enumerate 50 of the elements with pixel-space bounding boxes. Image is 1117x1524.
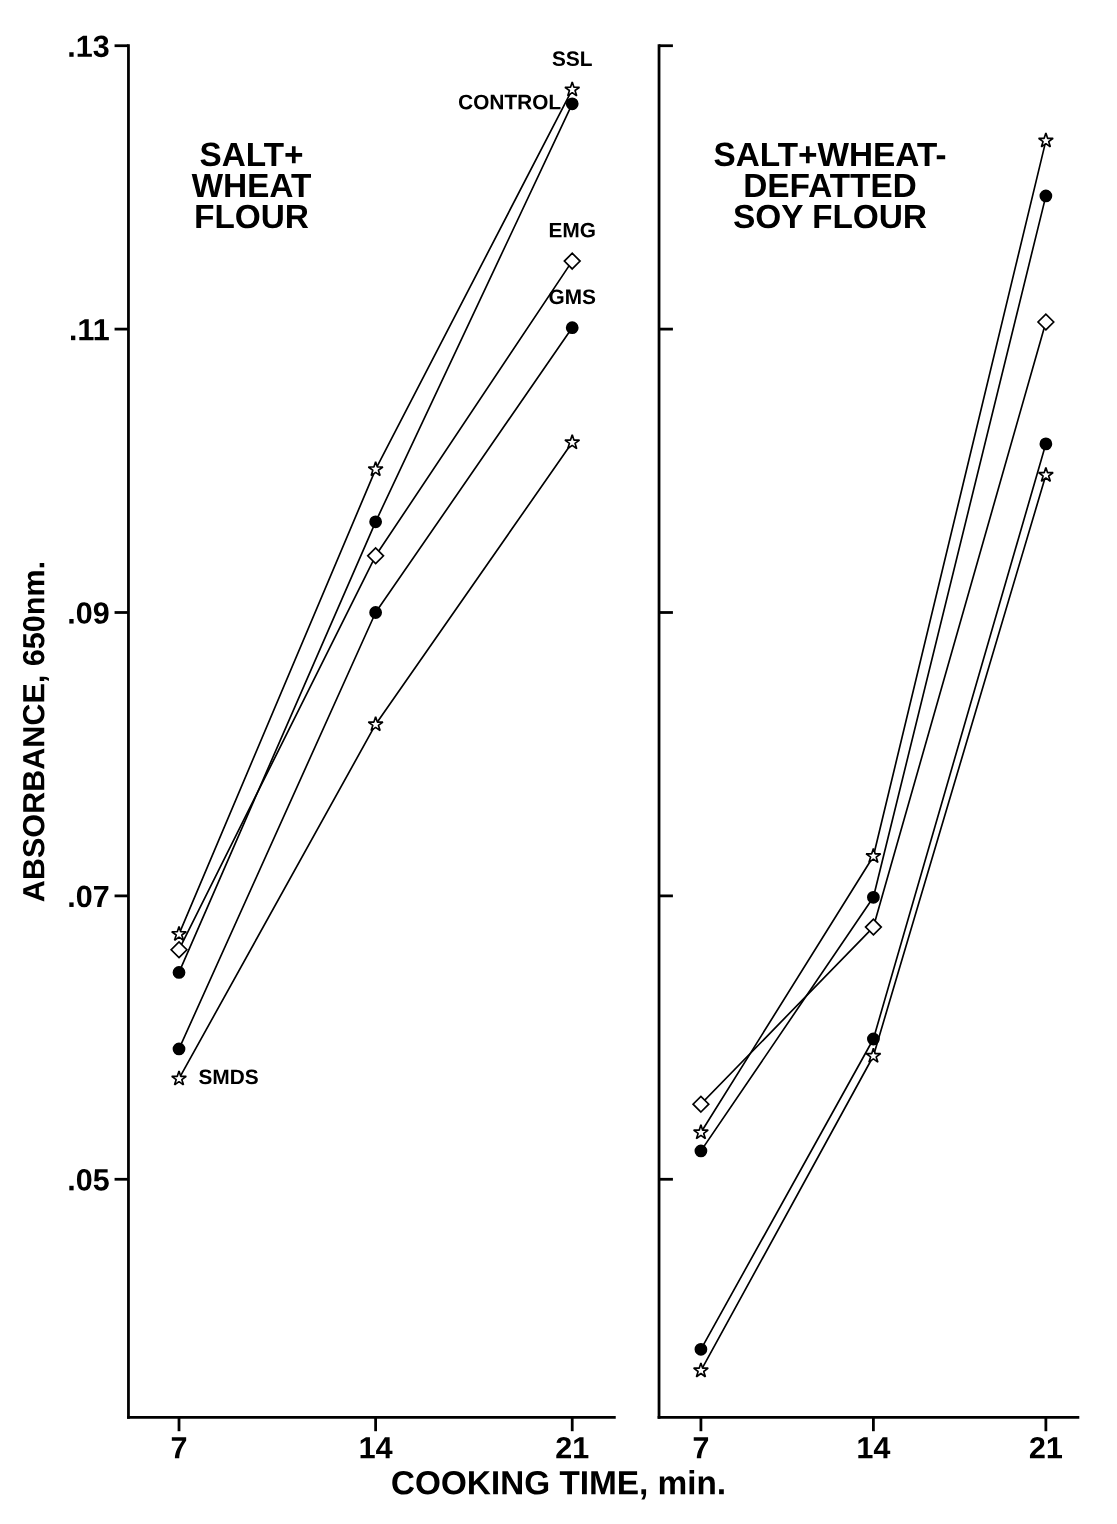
point	[692, 1362, 710, 1378]
series-label: EMG	[549, 222, 595, 238]
x-tick-label: 7	[171, 1437, 187, 1459]
x-tick-label: 7	[693, 1437, 709, 1459]
point	[563, 252, 581, 270]
point	[865, 1047, 882, 1064]
x-tick-label: 14	[360, 1437, 393, 1459]
point	[694, 1342, 708, 1356]
y-tick-label: .11	[70, 319, 109, 341]
point	[1037, 466, 1054, 483]
point	[170, 1070, 188, 1086]
point	[170, 941, 188, 959]
point	[867, 890, 880, 904]
point	[692, 1124, 710, 1140]
point	[1037, 313, 1055, 331]
x-tick-label: 21	[1029, 1436, 1063, 1459]
series-label: GMS	[549, 289, 596, 305]
point	[369, 515, 383, 529]
point	[366, 547, 385, 565]
series-label: SSL	[552, 51, 592, 67]
point	[369, 606, 383, 619]
text: SALT+WHEAT- DEFATTED SOY FLOUR	[714, 142, 946, 229]
point	[565, 97, 579, 111]
y-tick-label: .05	[69, 1169, 109, 1191]
point	[865, 847, 882, 864]
point	[694, 1144, 708, 1158]
series-label: SMDS	[199, 1069, 258, 1085]
point	[564, 81, 581, 97]
point	[172, 966, 186, 979]
y-tick-label: .09	[69, 602, 109, 624]
series-label: CONTROL	[458, 94, 561, 110]
point	[867, 1032, 880, 1046]
point	[565, 321, 579, 335]
point	[1039, 189, 1053, 203]
point	[367, 460, 384, 477]
point	[367, 715, 384, 732]
point	[564, 433, 581, 450]
point	[1039, 437, 1053, 451]
point	[1037, 132, 1054, 148]
point	[170, 925, 188, 942]
point	[864, 918, 883, 936]
y-axis-title: ABSORBANCE, 650nm.	[22, 562, 49, 902]
x-axis-title: COOKING TIME, min.	[392, 1470, 724, 1500]
point	[692, 1095, 710, 1113]
x-tick-label: 21	[556, 1436, 589, 1459]
text: SALT+ WHEAT FLOUR	[191, 142, 312, 229]
y-tick-label: .13	[69, 35, 109, 58]
point	[172, 1042, 186, 1056]
x-tick-label: 14	[858, 1437, 891, 1459]
y-tick-label: .07	[69, 885, 109, 908]
